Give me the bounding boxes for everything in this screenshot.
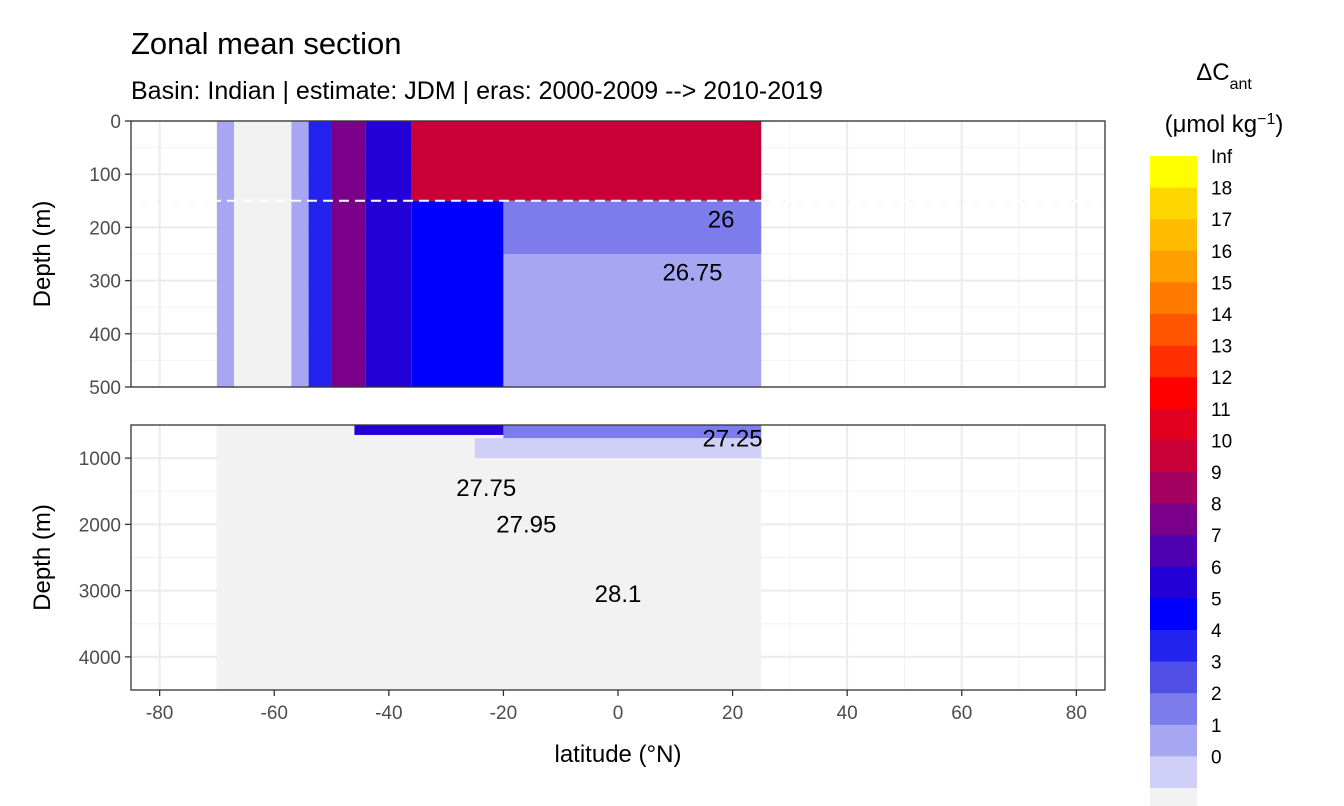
legend-label: 14: [1211, 305, 1233, 326]
y-tick-label: 400: [89, 325, 121, 346]
legend-label: 12: [1211, 368, 1232, 389]
legend-key: [1150, 756, 1197, 789]
legend-key: [1150, 472, 1197, 505]
panel-border: [130, 120, 1106, 388]
chart-subtitle: Basin: Indian | estimate: JDM | eras: 20…: [131, 77, 823, 105]
contour-label: 26.75: [662, 260, 722, 287]
panel-lower: 27.25 27.75 27.95 28.1 1000 2000 3000 4000 Depth…: [29, 424, 1106, 691]
x-tick-label: 20: [722, 703, 743, 724]
legend-units: (μmol kg−1): [1165, 111, 1284, 139]
x-axis-title: latitude (°N): [555, 741, 682, 768]
field-cell: [411, 121, 762, 201]
x-tick-label: -20: [490, 703, 517, 724]
contour-label: 27.75: [456, 475, 516, 502]
legend-key: [1150, 788, 1197, 806]
x-tick-label: 60: [951, 703, 972, 724]
legend-key: [1150, 693, 1197, 726]
legend-key: [1150, 219, 1197, 252]
field-cell: [354, 425, 504, 435]
y-axis-title: Depth (m): [29, 504, 56, 611]
legend-key: [1150, 661, 1197, 694]
legend-key: [1150, 377, 1197, 410]
field-cell: [503, 254, 762, 387]
field-cell: [474, 438, 762, 459]
legend-key: [1150, 345, 1197, 378]
field: [216, 121, 762, 387]
x-tick-label: 0: [613, 703, 624, 724]
legend-label: 6: [1211, 558, 1222, 579]
legend-label: 9: [1211, 463, 1222, 484]
legend-key: [1150, 598, 1197, 631]
legend-label: 15: [1211, 273, 1232, 294]
y-tick-label: 4000: [79, 648, 121, 669]
legend-label: 4: [1211, 621, 1222, 642]
field-cell: [503, 200, 762, 254]
y-tick-label: 300: [89, 272, 121, 293]
legend-label: 18: [1211, 179, 1232, 200]
y-tick-label: 1000: [79, 449, 121, 470]
field-cell: [365, 121, 412, 387]
legend-key: [1150, 724, 1197, 757]
y-tick-label: 3000: [79, 582, 121, 603]
y-axis-title: Depth (m): [29, 201, 56, 308]
x-tick-label: 40: [837, 703, 858, 724]
legend-key: [1150, 408, 1197, 441]
legend-key: [1150, 156, 1197, 189]
y-tick-label: 500: [89, 378, 121, 399]
field-cell: [216, 425, 762, 690]
x-axis: -80 -60 -40 -20 0 20 40 60 80: [146, 690, 1087, 724]
y-tick-label: 200: [89, 218, 121, 239]
legend-label: 5: [1211, 589, 1222, 610]
legend-label: 16: [1211, 242, 1232, 263]
legend-label: 11: [1211, 400, 1231, 421]
legend-key: [1150, 535, 1197, 568]
field-cell: [331, 121, 366, 387]
field-cell: [216, 121, 235, 387]
field-cell: [308, 121, 332, 387]
field-cell: [411, 200, 504, 387]
field-cell: [291, 121, 309, 387]
legend-key: [1150, 566, 1197, 599]
x-tick-label: -40: [375, 703, 402, 724]
legend-key: [1150, 314, 1197, 347]
contour-label: 26: [708, 206, 735, 233]
y-tick-label: 100: [89, 165, 121, 186]
panel-upper: 26 26.75 0 100 200 300 400 500 Depth (m): [29, 112, 1106, 399]
contour-label: 27.25: [703, 425, 763, 452]
field-cell: [503, 425, 762, 439]
legend-key: [1150, 440, 1197, 473]
legend-label: 7: [1211, 526, 1222, 547]
contour-label: 28.1: [595, 581, 642, 608]
legend-key: [1150, 282, 1197, 315]
legend-label: 0: [1211, 747, 1222, 768]
legend-label: 1: [1211, 716, 1222, 737]
x-tick-label: -80: [146, 703, 173, 724]
field-cell: [234, 121, 292, 387]
y-tick-label: 0: [110, 112, 121, 133]
x-tick-label: 80: [1066, 703, 1087, 724]
legend-label: 2: [1211, 684, 1222, 705]
legend-key: [1150, 250, 1197, 283]
chart-title: Zonal mean section: [131, 26, 402, 61]
legend: ΔCant(μmol kg−1)Inf181716151413121110987…: [1150, 59, 1283, 806]
legend-label: 8: [1211, 495, 1222, 516]
legend-label: 10: [1211, 431, 1232, 452]
legend-label: 17: [1211, 210, 1232, 231]
legend-key: [1150, 503, 1197, 536]
field: [216, 425, 762, 690]
legend-label: 13: [1211, 337, 1232, 358]
legend-label: 3: [1211, 653, 1222, 674]
y-tick-label: 2000: [79, 515, 121, 536]
legend-title: ΔCant: [1196, 59, 1252, 93]
legend-label: Inf: [1211, 147, 1233, 168]
contour-label: 27.95: [496, 511, 556, 538]
x-tick-label: -60: [261, 703, 288, 724]
legend-key: [1150, 187, 1197, 220]
legend-key: [1150, 630, 1197, 663]
